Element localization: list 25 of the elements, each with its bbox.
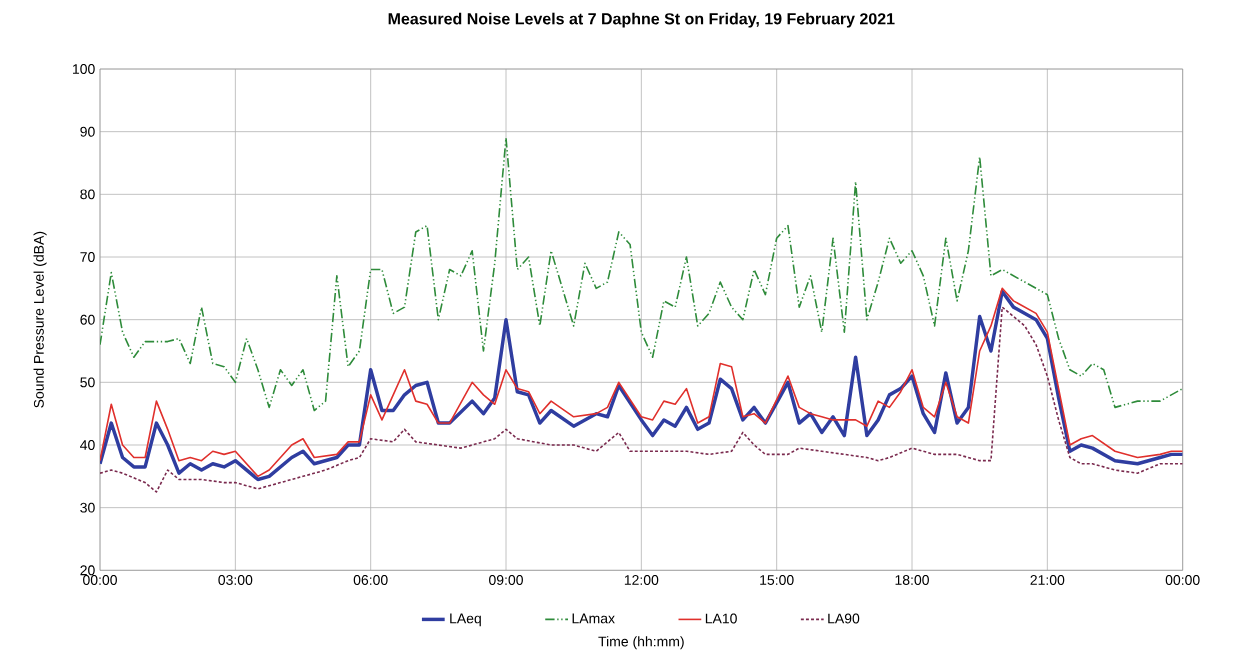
legend-label: LAeq [450, 613, 481, 627]
chart-title: Measured Noise Levels at 7 Daphne St on Friday, 19 February 2021 [388, 12, 895, 28]
x-tick-label: 18:00 [895, 575, 929, 585]
x-tick-label: 21:00 [1030, 575, 1065, 585]
y-tick-label: 60 [80, 314, 95, 325]
y-tick-label: 40 [80, 440, 95, 450]
x-tick-label: 06:00 [353, 575, 388, 585]
legend-label: LAmax [572, 613, 615, 624]
x-tick-label: 09:00 [489, 575, 523, 585]
y-tick-label: 100 [73, 64, 95, 74]
x-tick-label: 15:00 [760, 575, 794, 585]
x-tick-label: 00:00 [83, 575, 117, 585]
y-tick-label: 70 [80, 252, 95, 262]
legend-label: LA10 [705, 613, 737, 624]
x-tick-label: 12:00 [624, 575, 659, 585]
x-axis-title: Time (hh:mm) [598, 636, 684, 650]
x-tick-label: 03:00 [218, 575, 253, 585]
x-tick-label: 00:00 [1165, 575, 1200, 585]
y-tick-label: 90 [80, 126, 95, 137]
y-tick-label: 50 [80, 377, 95, 388]
y-axis-title: Sound Pressure Level (dBA) [33, 231, 47, 408]
y-tick-label: 30 [80, 502, 95, 513]
y-tick-label: 80 [80, 189, 95, 200]
y-tick-label: 20 [80, 565, 95, 576]
legend-label: LA90 [828, 613, 860, 624]
